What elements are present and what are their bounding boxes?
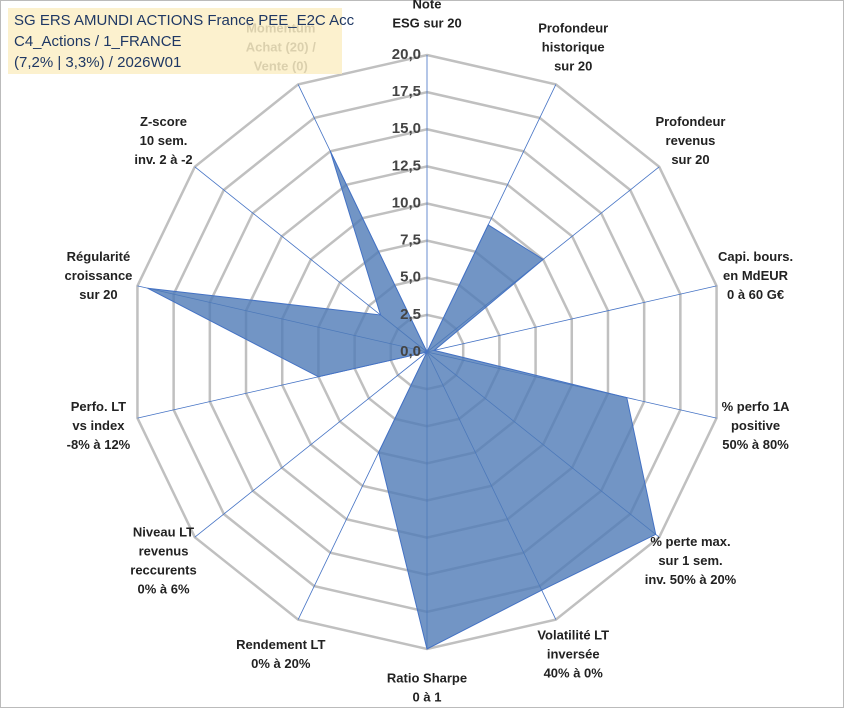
chart-title: (7,2% | 3,3%) / 2026W01 — [14, 54, 181, 71]
axis-line — [426, 285, 717, 353]
category-label-line: Ratio Sharpe — [387, 671, 467, 686]
category-label-line: Rendement LT — [236, 638, 325, 653]
category-label-line: inversée — [547, 647, 600, 662]
category-label-line: ESG sur 20 — [392, 16, 461, 31]
category-label-line: Volatilité LT — [537, 628, 609, 643]
category-label-line: Profondeur — [655, 114, 725, 129]
category-label: Profondeur revenus sur 20 — [655, 114, 725, 167]
axis-line — [194, 351, 428, 538]
category-label-line: 0% à 6% — [137, 582, 189, 597]
category-label: Volatilité LT inversée 40% à 0% — [537, 628, 609, 681]
category-label-line: historique — [542, 40, 605, 55]
category-label-line: Note — [413, 0, 442, 12]
category-label: Niveau LT revenus reccurents 0% à 6% — [130, 525, 196, 597]
category-label: Capi. bours. en MdEUR 0 à 60 G€ — [718, 249, 793, 302]
category-label-line: inv. 50% à 20% — [645, 573, 737, 588]
category-label-line: sur 20 — [79, 287, 117, 302]
tick-label: 2,5 — [400, 306, 421, 323]
category-label: Z-score 10 sem. inv. 2 à -2 — [134, 114, 192, 167]
category-label: Ratio Sharpe 0 à 1 — [387, 671, 467, 705]
category-label: Note ESG sur 20 — [392, 0, 461, 31]
category-label: % perfo 1A positive 50% à 80% — [722, 399, 791, 452]
category-label-line: croissance — [64, 268, 132, 283]
category-label-line: 0 à 1 — [413, 690, 442, 705]
category-label-line: en MdEUR — [723, 268, 789, 283]
tick-label: 20,0 — [392, 46, 421, 63]
category-label-line: sur 1 sem. — [658, 554, 722, 569]
category-label-line: 50% à 80% — [722, 437, 789, 452]
category-label-line: 10 sem. — [140, 133, 188, 148]
chart-title: SG ERS AMUNDI ACTIONS France PEE_E2C Acc — [14, 12, 355, 29]
category-label-line: Z-score — [140, 114, 187, 129]
chart-title: C4_Actions / 1_FRANCE — [14, 33, 182, 50]
category-label-line: positive — [731, 418, 780, 433]
category-label-line: -8% à 12% — [67, 437, 131, 452]
tick-label: 7,5 — [400, 232, 421, 249]
data-area — [147, 151, 657, 650]
tick-label: 10,0 — [392, 194, 421, 211]
category-label: Profondeur historique sur 20 — [538, 21, 608, 74]
category-label-line: Profondeur — [538, 21, 608, 36]
category-label-line: Capi. bours. — [718, 249, 793, 264]
category-label-line: revenus — [139, 544, 189, 559]
title-box — [8, 8, 342, 74]
category-label: Rendement LT 0% à 20% — [236, 638, 325, 672]
category-label-line: Perfo. LT — [71, 399, 126, 414]
tick-label: 15,0 — [392, 120, 421, 137]
category-label: Régularité croissance sur 20 — [64, 249, 132, 302]
category-label-line: % perte max. — [650, 535, 730, 550]
tick-label: 0,0 — [400, 343, 421, 360]
category-label-line: % perfo 1A — [722, 399, 791, 414]
category-label-line: revenus — [666, 133, 716, 148]
category-label-line: vs index — [72, 418, 125, 433]
category-label-line: Niveau LT — [133, 525, 194, 540]
tick-label: 5,0 — [400, 269, 421, 286]
category-label-line: reccurents — [130, 563, 196, 578]
category-label: % perte max. sur 1 sem. inv. 50% à 20% — [645, 535, 737, 588]
category-label-line: sur 20 — [671, 152, 709, 167]
category-label-line: 0 à 60 G€ — [727, 287, 784, 302]
category-label-line: sur 20 — [554, 59, 592, 74]
category-label-line: 0% à 20% — [251, 657, 311, 672]
category-label-line: inv. 2 à -2 — [134, 152, 192, 167]
category-label-line: Régularité — [67, 249, 131, 264]
tick-label: 17,5 — [392, 83, 421, 100]
category-label-line: 40% à 0% — [544, 666, 604, 681]
tick-label: 12,5 — [392, 157, 421, 174]
category-label: Perfo. LT vs index -8% à 12% — [67, 399, 131, 452]
